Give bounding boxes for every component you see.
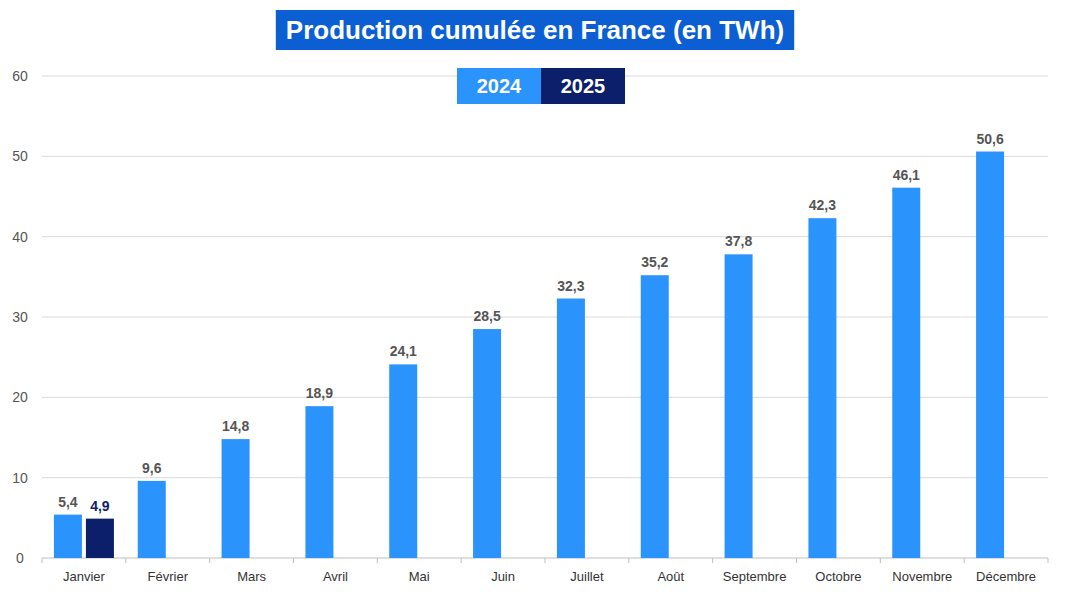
grid-line [42,156,1048,157]
x-tick [796,558,797,563]
data-label: 14,8 [222,418,249,434]
y-tick-label: 40 [12,229,28,245]
bar [892,188,920,558]
data-label: 28,5 [473,308,500,324]
legend-label: 2024 [477,75,522,97]
legend-label: 2025 [561,75,606,97]
x-tick [628,558,629,563]
bar [641,275,669,558]
x-tick-label: Mai [409,569,430,584]
data-label: 5,4 [58,494,78,510]
data-label: 18,9 [306,385,333,401]
legend-swatch [457,68,541,104]
y-tick-label: 60 [12,68,28,84]
grid [42,76,1048,558]
x-tick-label: Décembre [976,569,1036,584]
data-label: 4,9 [90,498,110,514]
x-tick-label: Juillet [570,569,604,584]
bar [557,299,585,558]
x-tick [209,558,210,563]
x-tick [42,558,43,563]
data-label: 24,1 [390,343,417,359]
x-tick-label: Juin [491,569,515,584]
data-label: 32,3 [557,278,584,294]
legend-swatch [541,68,625,104]
x-tick [964,558,965,563]
bar [473,329,501,558]
y-tick-label: 20 [12,389,28,405]
x-tick-label: Avril [323,569,348,584]
y-tick-label: 10 [12,470,28,486]
chart-container: 0 10 20 30 40 50 60 5,4 9,6 14,8 18,9 24,1 28,5 32,3 3… [0,0,1066,595]
x-tick-label: Mars [237,569,266,584]
bar [305,406,333,558]
x-tick [461,558,462,563]
bar [86,519,114,558]
chart-svg: 0 10 20 30 40 50 60 5,4 9,6 14,8 18,9 24,1 28,5 32,3 3… [0,0,1066,595]
x-tick-label: Août [657,569,684,584]
bar [976,152,1004,558]
data-label: 9,6 [142,460,162,476]
y-tick-label: 0 [16,550,24,566]
x-tick-label: Février [148,569,189,584]
y-tick-label: 50 [12,148,28,164]
bar [389,364,417,558]
x-tick [377,558,378,563]
data-label: 35,2 [641,254,668,270]
bars [54,152,1004,558]
x-tick [293,558,294,563]
title: Production cumulée en France (en TWh) [286,15,784,45]
y-tick-label: 30 [12,309,28,325]
data-label: 50,6 [976,131,1003,147]
x-tick [1048,558,1049,563]
title-background [276,10,794,50]
data-label: 42,3 [809,197,836,213]
bar [725,254,753,558]
bar [138,481,166,558]
data-label: 37,8 [725,233,752,249]
x-tick-label: Janvier [63,569,106,584]
data-label: 46,1 [893,167,920,183]
bar [808,218,836,558]
x-tick-label: Novembre [892,569,952,584]
x-tick [712,558,713,563]
x-tick [125,558,126,563]
x-tick-label: Septembre [723,569,787,584]
bar [222,439,250,558]
x-tick [880,558,881,563]
x-tick [545,558,546,563]
bar [54,515,82,558]
x-tick-label: Octobre [815,569,861,584]
